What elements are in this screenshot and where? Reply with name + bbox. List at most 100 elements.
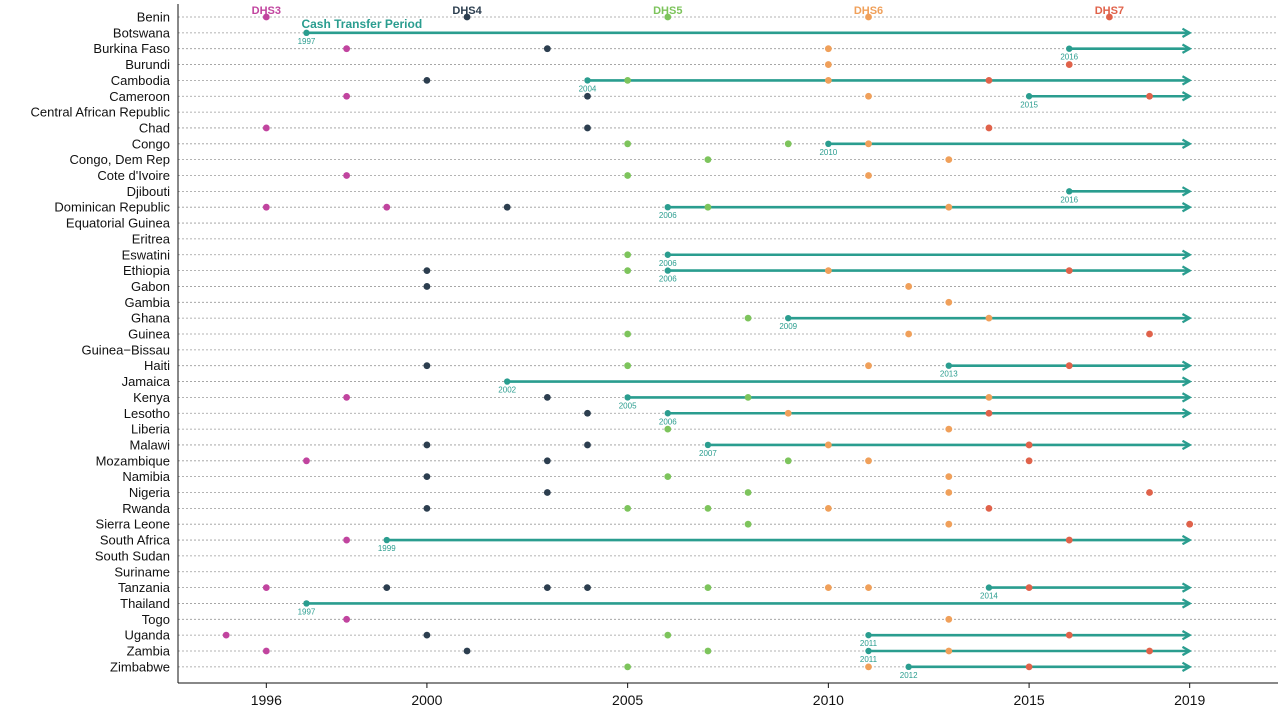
cash-transfer-start-label: 1999 (378, 544, 396, 553)
survey-point (985, 124, 993, 132)
survey-point (262, 203, 270, 211)
survey-point (543, 45, 551, 53)
country-label: Benin (137, 10, 170, 25)
cash-transfer-start-point (704, 441, 712, 449)
country-label: Liberia (131, 422, 171, 437)
country-label: Zimbabwe (110, 659, 170, 674)
survey-point (1146, 647, 1153, 655)
survey-point (744, 314, 752, 322)
cash-transfer-start-label: 1997 (298, 37, 316, 46)
survey-point (624, 330, 632, 338)
country-label: Cameroon (109, 89, 170, 104)
survey-point (824, 77, 832, 84)
survey-point (624, 267, 632, 274)
survey-point (1186, 520, 1194, 528)
country-label: Cote d'Ivoire (97, 168, 170, 183)
survey-point (423, 283, 431, 290)
survey-point (824, 267, 832, 274)
cash-transfer-start-label: 2013 (940, 370, 958, 379)
country-label: Congo, Dem Rep (70, 152, 170, 167)
cash-transfer-start-point (303, 600, 310, 607)
survey-point (624, 504, 632, 512)
survey-point (945, 647, 953, 655)
survey-point (744, 520, 752, 528)
survey-point (543, 457, 551, 465)
country-label: Central African Republic (31, 105, 171, 120)
survey-point (824, 441, 832, 449)
survey-point (1065, 536, 1073, 544)
survey-point (985, 504, 993, 512)
survey-point (664, 13, 672, 21)
cash-transfer-start-point (1066, 188, 1073, 195)
country-label: Togo (142, 612, 170, 627)
country-label: Guinea (128, 327, 171, 342)
survey-point (865, 13, 872, 21)
country-label: Ghana (131, 311, 171, 326)
x-tick-label: 1996 (251, 692, 282, 708)
cash-transfer-start-point (664, 267, 671, 274)
cash-transfer-start-label: 2009 (779, 322, 797, 331)
cash-transfer-start-label: 2006 (659, 211, 677, 220)
country-label: Tanzania (118, 580, 171, 595)
survey-point (584, 441, 591, 449)
survey-point (1025, 663, 1033, 671)
survey-point (784, 457, 792, 465)
survey-point (543, 489, 551, 496)
cash-transfer-start-label: 2006 (659, 259, 677, 268)
cash-transfer-start-point (945, 362, 953, 369)
survey-point (1146, 330, 1153, 338)
cash-transfer-start-point (664, 410, 671, 417)
country-label: Kenya (133, 390, 171, 405)
survey-phase-label: DHS4 (452, 5, 482, 17)
survey-point (303, 457, 310, 465)
survey-point (423, 631, 431, 639)
survey-point (463, 13, 471, 21)
country-label: Eritrea (132, 231, 171, 246)
survey-point (423, 473, 431, 481)
country-label: Equatorial Guinea (66, 216, 171, 231)
country-label: Nigeria (129, 485, 171, 500)
country-label: Zambia (127, 644, 171, 659)
survey-point (1025, 584, 1033, 591)
x-tick-label: 2005 (612, 692, 643, 708)
survey-point (664, 473, 672, 481)
country-label: Ethiopia (123, 263, 171, 278)
cash-transfer-legend-label: Cash Transfer Period (301, 17, 422, 31)
cash-transfer-start-label: 2012 (900, 671, 918, 680)
survey-point (824, 61, 832, 68)
survey-point (905, 283, 913, 290)
cash-transfer-start-label: 2011 (860, 655, 878, 664)
survey-point (463, 647, 471, 655)
survey-point (1065, 362, 1073, 370)
survey-point (945, 520, 953, 528)
cash-transfer-periods: 1997 2016 2004 2015 2010 2016 2006 2006 2006 2009… (298, 30, 1188, 680)
country-label: Eswatini (122, 247, 171, 262)
survey-point (704, 504, 712, 512)
cash-transfer-start-label: 2002 (498, 386, 516, 395)
survey-point (543, 394, 551, 401)
x-tick-label: 2019 (1174, 692, 1205, 708)
survey-point (1105, 13, 1113, 21)
survey-point (343, 394, 351, 401)
survey-point (945, 425, 953, 433)
survey-point (865, 172, 872, 179)
survey-point (624, 172, 632, 179)
survey-point (945, 489, 953, 496)
survey-point (262, 124, 270, 132)
survey-point (624, 362, 632, 370)
cash-transfer-start-label: 2006 (659, 417, 677, 426)
survey-point (343, 172, 351, 179)
cash-transfer-start-point (785, 314, 792, 322)
survey-point (584, 409, 591, 417)
survey-point (624, 251, 632, 259)
survey-point (262, 584, 270, 591)
cash-transfer-start-point (664, 251, 671, 258)
survey-point (383, 203, 391, 211)
survey-point (985, 409, 993, 417)
cash-transfer-start-point (303, 29, 310, 37)
survey-point (343, 615, 351, 623)
cash-transfer-start-point (905, 663, 912, 671)
survey-phase-label: DHS7 (1095, 5, 1124, 17)
survey-point (1025, 457, 1033, 465)
